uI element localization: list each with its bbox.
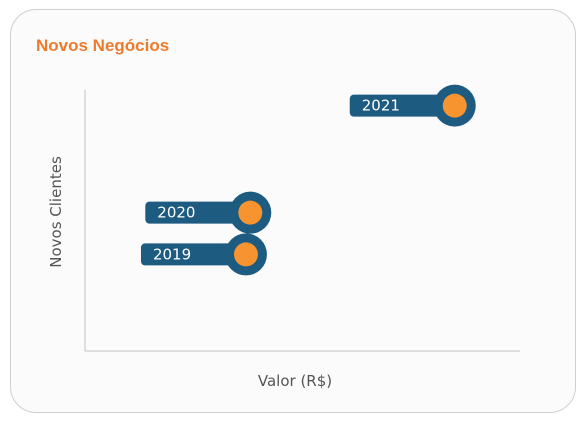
point-marker [442,93,467,118]
data-points: 2019 2020 2021 [140,84,476,276]
chart-card [10,9,576,413]
data-point-2021: 2021 [349,84,476,127]
x-axis-label: Valor (R$) [258,372,332,390]
point-marker [233,242,258,267]
point-label-background [349,94,455,117]
data-point-2019: 2019 [140,233,267,276]
point-label: 2019 [153,245,191,263]
point-label-background [140,243,246,266]
point-label: 2020 [157,204,195,222]
y-axis-label: Novos Clientes [47,156,65,268]
point-label-background [145,201,251,224]
point-label: 2021 [362,97,400,115]
data-point-2020: 2020 [145,191,272,234]
point-marker [238,200,263,225]
chart-title: Novos Negócios [36,36,170,55]
